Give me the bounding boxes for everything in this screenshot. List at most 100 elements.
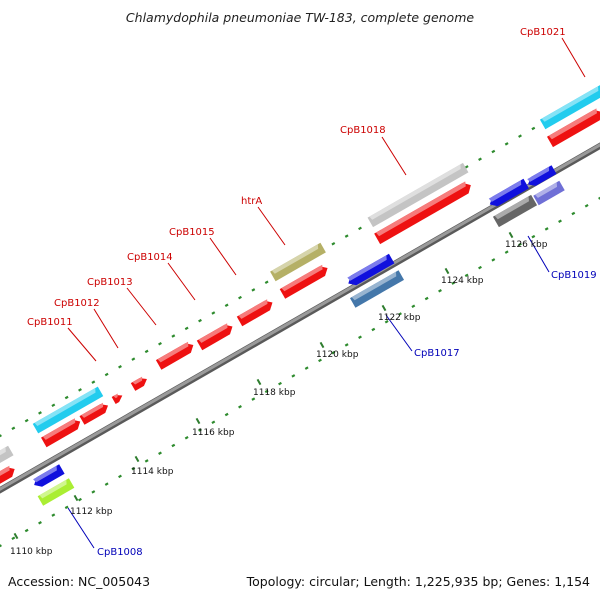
lower-tick-1 [11, 536, 16, 541]
lower-tick-33 [438, 289, 442, 293]
lower-tick-17 [224, 412, 229, 417]
gene-red-cpb1013-bevel [132, 376, 143, 385]
lower-tick-36 [478, 265, 482, 270]
upper-tick-18 [238, 295, 242, 300]
upper-tick-13 [171, 334, 176, 338]
leader-cpb1012 [93, 308, 119, 349]
upper-tick-39 [518, 134, 522, 138]
upper-tick-16 [211, 311, 216, 315]
gene-blue-cpb1008-body [34, 464, 65, 487]
leader-cpb1021 [561, 37, 586, 78]
upper-tick-6 [78, 388, 82, 392]
gene-red-cpb1018 [374, 181, 471, 245]
gene-steel-cpb1017 [349, 270, 405, 308]
upper-tick-12 [158, 341, 162, 346]
lower-tick-31 [411, 304, 416, 309]
map-title: Chlamydophila pneumoniae TW-183, complet… [126, 10, 474, 25]
upper-tick-25 [331, 242, 336, 246]
gene-label-cpb1013: CpB1013 [87, 277, 133, 288]
upper-tick-11 [144, 349, 149, 354]
gene-grey-left-body [0, 445, 14, 464]
upper-tick-0 [0, 434, 2, 438]
gene-grey-left-bevel [0, 447, 6, 456]
gene-red-htra-body [279, 266, 328, 299]
tick-label-1122: 1122 kbp [378, 313, 421, 323]
gene-red-left-bevel [0, 465, 10, 476]
upper-tick-14 [184, 326, 189, 331]
major-tick-5 [319, 341, 325, 349]
lower-tick-22 [291, 374, 296, 378]
gene-grey-cpb1018 [367, 162, 469, 228]
lower-tick-42 [558, 219, 562, 223]
lower-tick-4 [51, 513, 56, 517]
gene-red-small-a-bevel [113, 393, 118, 399]
tick-label-1116: 1116 kbp [192, 428, 235, 438]
lower-tick-14 [184, 435, 189, 440]
lower-tick-12 [158, 451, 162, 455]
upper-tick-4 [51, 403, 56, 407]
gene-cyan-left-bevel [34, 388, 96, 427]
upper-tick-40 [531, 126, 536, 131]
gene-features [0, 85, 600, 506]
tick-label-1126: 1126 kbp [505, 240, 548, 250]
gene-red-cpb1012-bevel [81, 402, 104, 418]
gene-red-small-a [111, 393, 123, 404]
gene-red-cpb1014-bevel [157, 341, 189, 363]
upper-tick-35 [464, 165, 469, 169]
gene-label-cpb1017: CpB1017 [414, 348, 460, 359]
lower-tick-5 [64, 505, 69, 510]
gene-cyan-cpb1021 [539, 85, 600, 130]
lower-tick-26 [344, 343, 349, 347]
lower-tick-34 [451, 281, 456, 285]
tick-label-1118: 1118 kbp [253, 388, 296, 398]
tick-label-1124: 1124 kbp [441, 276, 484, 286]
upper-tick-5 [64, 395, 69, 400]
gene-red-cpb1014 [155, 341, 194, 370]
gene-red-b-body [236, 300, 273, 327]
lower-tick-0 [0, 544, 2, 548]
major-tick-2 [134, 455, 140, 463]
tick-label-1110: 1110 kbp [10, 547, 53, 557]
gene-label-cpb1021: CpB1021 [520, 27, 566, 38]
gene-label-cpb1019: CpB1019 [551, 270, 597, 281]
gene-red-cpb1011-bevel [42, 418, 76, 440]
upper-tick-9 [118, 365, 122, 369]
gene-red-cpb1015 [196, 323, 233, 351]
lower-tick-6 [78, 497, 82, 502]
gene-blue-cpb1019 [488, 178, 529, 207]
gene-cyan-cpb1021-bevel [541, 86, 599, 122]
leader-cpb1017 [385, 314, 413, 352]
gene-red-cpb1015-body [196, 324, 233, 351]
lower-tick-19 [251, 397, 256, 401]
accession-text: Accession: NC_005043 [8, 574, 150, 589]
gene-blue-cpb1020-body [527, 165, 557, 186]
lower-tick-3 [38, 521, 42, 525]
gene-olive-htra [270, 242, 326, 282]
gene-blue-cpb1008 [33, 464, 65, 487]
gene-label-cpb1018: CpB1018 [340, 125, 386, 136]
gene-red-cpb1012 [79, 402, 109, 425]
leader-cpb1014 [167, 262, 196, 301]
lower-tick-40 [531, 234, 536, 239]
lower-tick-24 [318, 358, 322, 363]
gene-olive-htra-bevel [271, 244, 319, 274]
leader-cpb1008 [67, 507, 95, 549]
leader-htra [257, 206, 286, 246]
upper-tick-36 [478, 157, 482, 161]
lower-tick-44 [584, 203, 589, 208]
gene-label-cpb1014: CpB1014 [127, 252, 173, 263]
gene-red-small-a-body [111, 395, 123, 404]
gene-lime-cpb1008 [37, 478, 75, 506]
lower-tick-21 [278, 381, 282, 386]
gene-slate-cpb1019 [533, 180, 565, 206]
lower-tick-16 [211, 420, 216, 425]
gene-red-cpb1014-body [155, 343, 194, 370]
lower-tick-7 [91, 490, 96, 494]
gene-blue-cpb1008-bevel [33, 465, 57, 483]
lower-tick-41 [544, 227, 549, 231]
major-tick-0 [13, 532, 19, 540]
gene-red-b-bevel [238, 299, 268, 319]
gene-red-cpb1015-bevel [198, 323, 228, 343]
upper-tick-15 [198, 318, 202, 323]
gene-red-b [236, 299, 273, 327]
